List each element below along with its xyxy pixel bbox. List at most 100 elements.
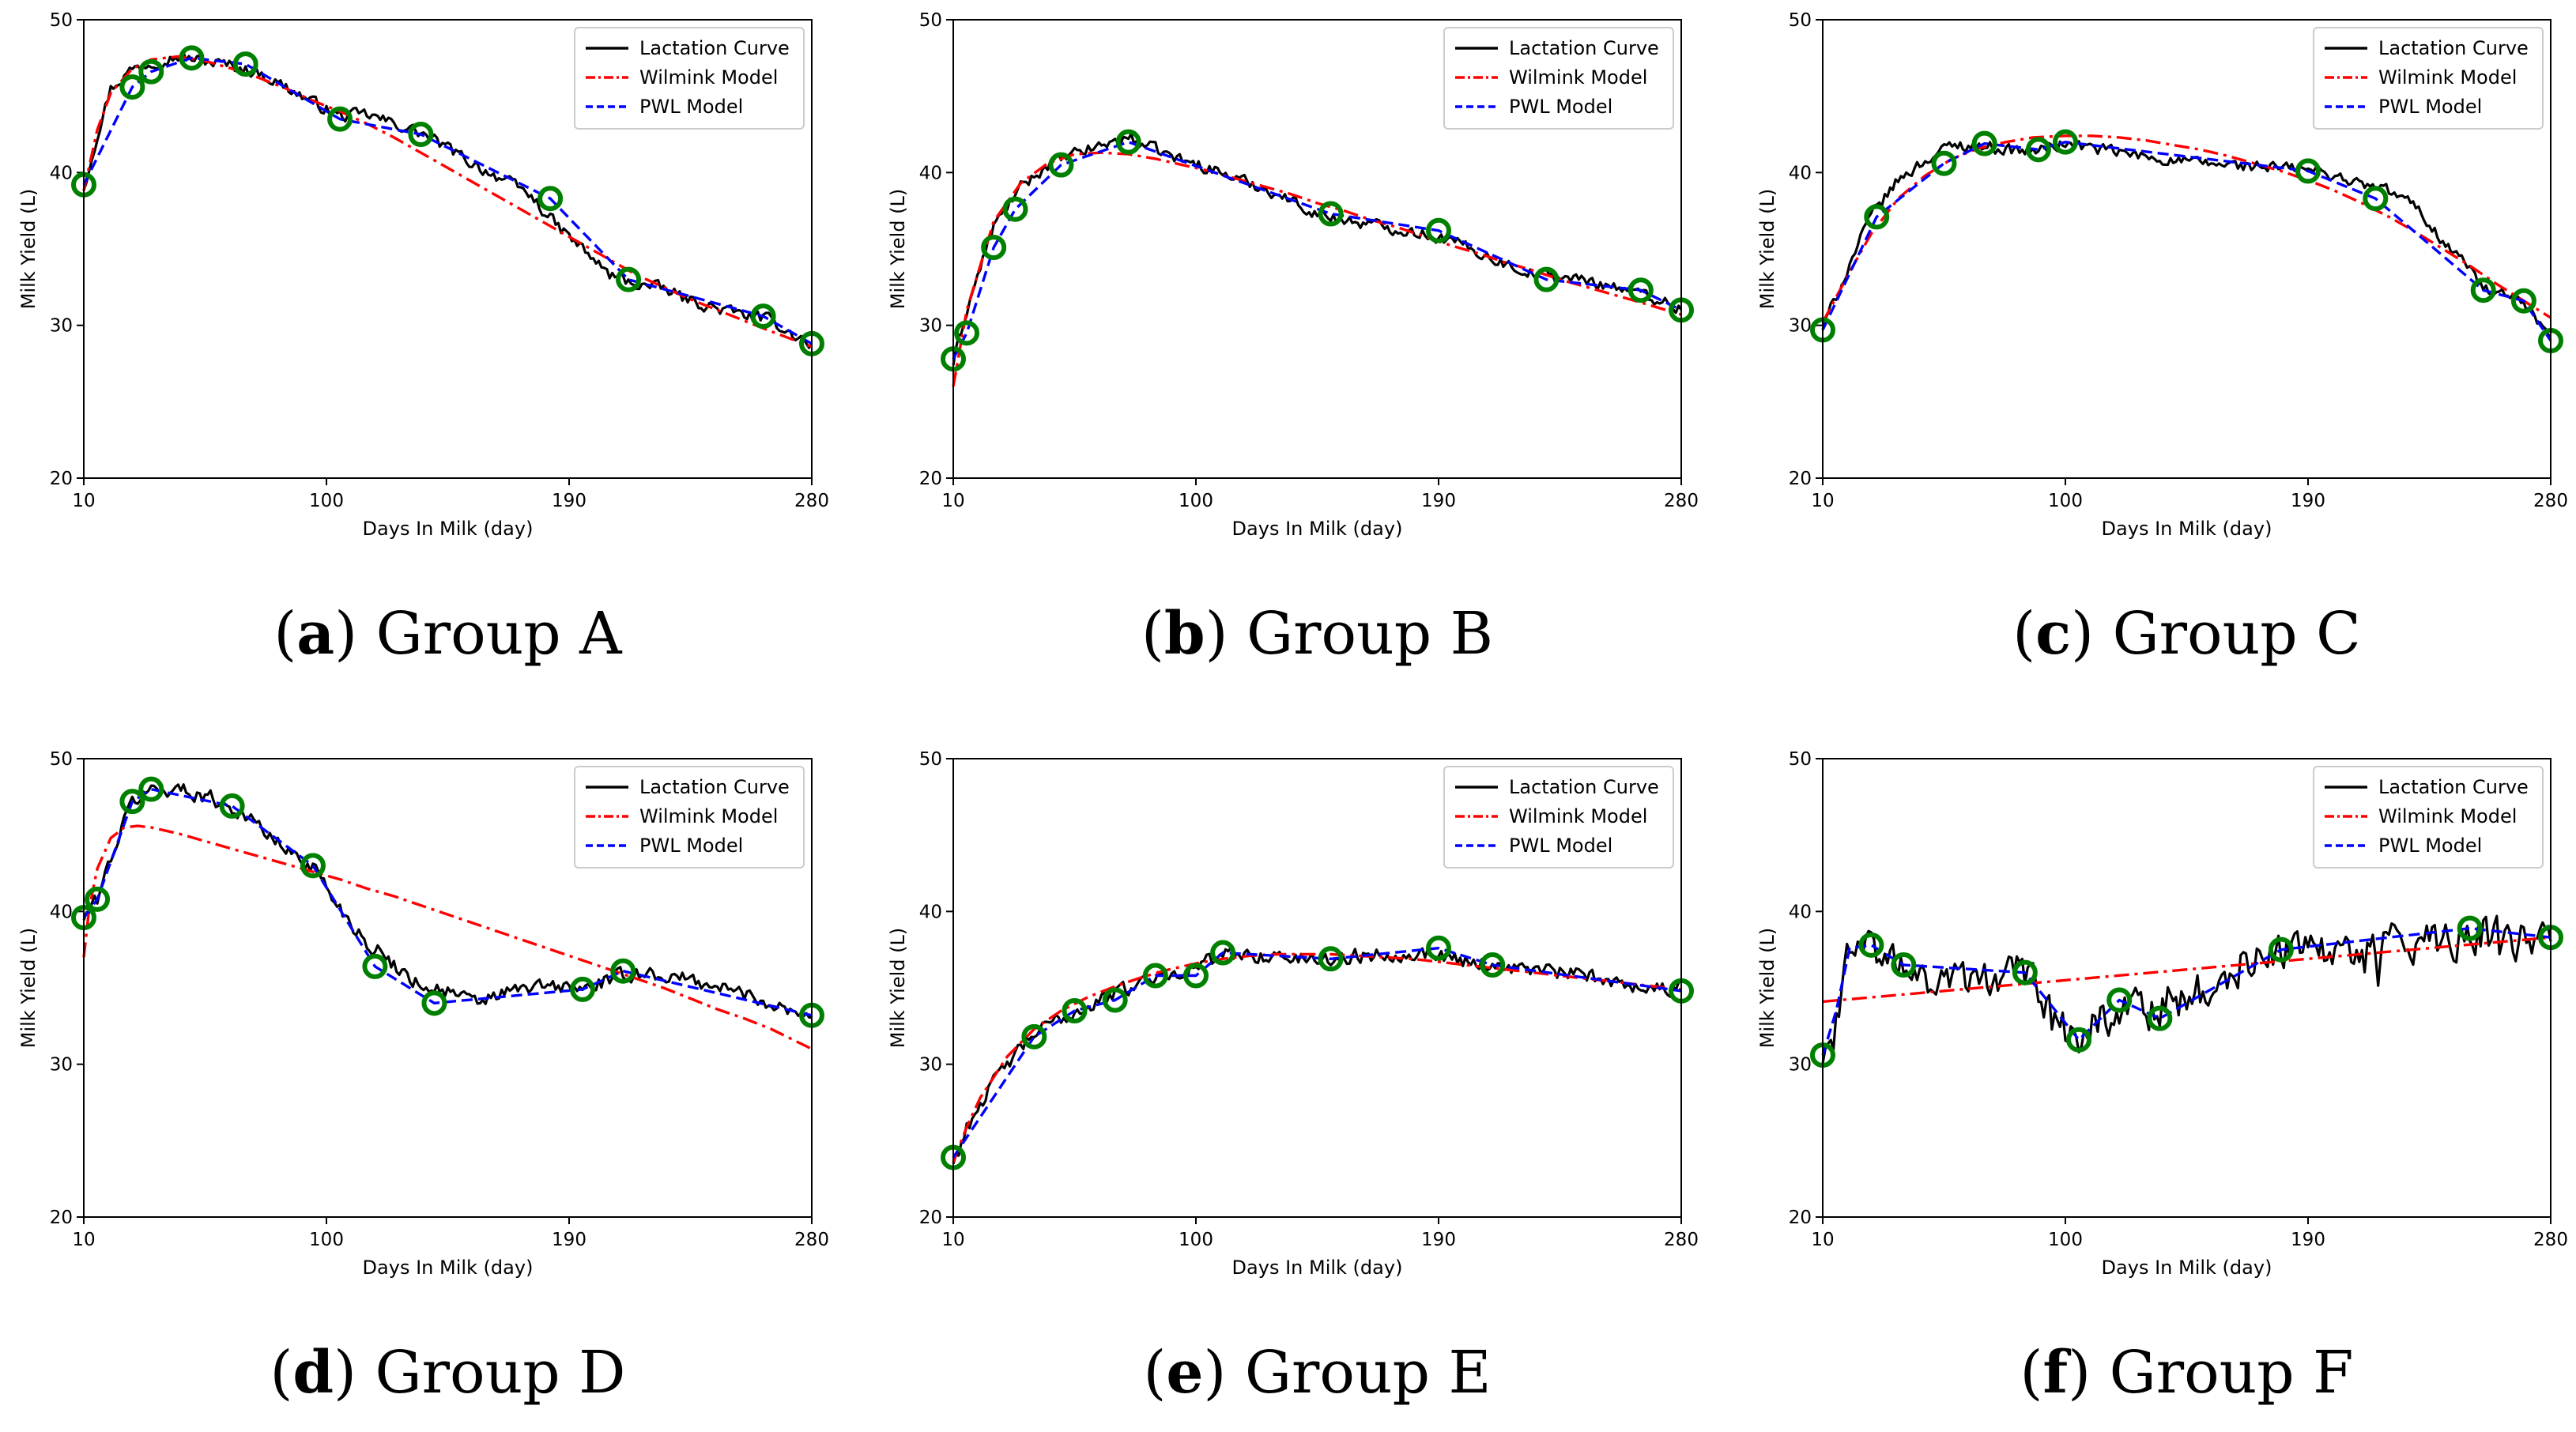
x-tick-label: 190 [1421, 1230, 1456, 1250]
breakpoint-marker [327, 106, 353, 132]
breakpoint-marker [85, 886, 111, 912]
y-tick-label: 20 [919, 469, 942, 489]
x-axis-label: Days In Milk (day) [363, 1257, 534, 1279]
breakpoint-marker [2053, 129, 2078, 155]
y-tick-label: 40 [50, 902, 73, 922]
x-axis-label: Days In Milk (day) [1232, 518, 1403, 540]
y-tick-label: 40 [1789, 163, 1812, 183]
legend-entry: Lactation Curve [1509, 776, 1659, 798]
x-tick-label: 100 [2048, 491, 2083, 511]
caption-letter: d [292, 1339, 334, 1407]
x-tick-label: 10 [1811, 1230, 1834, 1250]
y-tick-label: 20 [919, 1208, 942, 1228]
axes-frame [83, 758, 813, 1218]
breakpoint-marker [232, 51, 258, 77]
caption-text: Group C [2112, 600, 2361, 668]
x-axis-label: Days In Milk (day) [363, 518, 534, 540]
chart-panel-b: 20 30 40 50 10 100 190 280 Days In Milk (day) Mil… [887, 10, 1699, 540]
series-lactation-curve [82, 51, 813, 349]
y-tick-label: 30 [50, 316, 73, 337]
y-tick-label: 50 [1789, 10, 1812, 31]
caption-text: Group B [1247, 600, 1493, 668]
breakpoint-marker [1102, 987, 1128, 1013]
panel-caption: (a) Group A [273, 600, 622, 668]
y-tick-label: 30 [1789, 1055, 1812, 1076]
breakpoint-marker [2363, 186, 2389, 212]
x-tick-label: 190 [1421, 491, 1456, 511]
legend-entry: PWL Model [1509, 96, 1612, 118]
x-tick-label: 10 [72, 491, 95, 511]
legend: Lactation Curve Wilmink Model PWL Model [2313, 27, 2544, 130]
breakpoint-marker [2510, 288, 2536, 314]
caption-text: Group E [1244, 1339, 1492, 1407]
breakpoint-marker [616, 266, 642, 292]
legend-entry: PWL Model [2378, 835, 2482, 857]
caption-letter: c [2035, 600, 2072, 668]
legend: Lactation Curve Wilmink Model PWL Model [574, 766, 805, 869]
breakpoint-marker [2066, 1027, 2092, 1053]
chart-panel-e: 20 30 40 50 10 100 190 280 Days In Milk (day) Mil… [887, 749, 1699, 1279]
x-tick-label: 100 [1179, 491, 1213, 511]
series-pwl-model [82, 788, 813, 1017]
breakpoint-marker [421, 990, 447, 1016]
y-tick-label: 20 [50, 1208, 73, 1228]
breakpoint-marker [2295, 158, 2321, 184]
x-axis-label: Days In Milk (day) [1232, 1257, 1403, 1279]
y-tick-label: 30 [919, 316, 942, 337]
series-lactation-curve [952, 133, 1683, 366]
breakpoint-marker [119, 74, 145, 100]
series-wilmink-model [952, 952, 1682, 1163]
y-axis-label: Milk Yield (L) [1756, 189, 1778, 309]
chart-panel-a: 20 30 40 50 10 100 190 280 Days In Milk (day) Mil… [17, 10, 829, 540]
breakpoint-marker [750, 303, 776, 330]
caption-letter: a [296, 600, 335, 668]
breakpoint-marker [1318, 201, 1344, 227]
axes-frame [1822, 758, 2551, 1218]
series-lactation-curve [1821, 140, 2551, 337]
y-tick-label: 20 [1789, 469, 1812, 489]
y-tick-label: 30 [919, 1055, 942, 1076]
y-tick-label: 40 [50, 163, 73, 183]
breakpoint-marker [408, 122, 434, 147]
y-axis-label: Milk Yield (L) [887, 928, 909, 1048]
breakpoint-marker [1115, 129, 1141, 155]
x-tick-label: 10 [941, 1230, 964, 1250]
breakpoint-marker [1021, 1023, 1047, 1050]
breakpoint-marker [300, 853, 326, 879]
breakpoint-marker [1891, 952, 1917, 978]
x-tick-label: 280 [2533, 491, 2568, 511]
series-lactation-curve [82, 783, 813, 1019]
y-tick-label: 30 [1789, 316, 1812, 337]
legend-entry: Wilmink Model [1509, 66, 1647, 89]
axes-frame [952, 758, 1682, 1218]
legend-entry: PWL Model [2378, 96, 2482, 118]
legend-entry: Lactation Curve [639, 776, 790, 798]
legend-entry: PWL Model [639, 835, 743, 857]
x-tick-label: 10 [1811, 491, 1834, 511]
breakpoint-marker [1480, 952, 1506, 978]
series-lactation-curve [1821, 914, 2552, 1064]
breakpoint-marker [981, 235, 1007, 261]
breakpoint-marker [119, 789, 145, 815]
caption-text: Group A [375, 600, 622, 668]
breakpoint-marker [2457, 915, 2483, 941]
legend-entry: Wilmink Model [1509, 805, 1647, 827]
y-tick-label: 50 [919, 10, 942, 31]
x-axis-label: Days In Milk (day) [2102, 518, 2272, 540]
breakpoint-marker [1183, 963, 1209, 989]
legend: Lactation Curve Wilmink Model PWL Model [1443, 766, 1674, 869]
x-tick-label: 280 [1664, 1230, 1699, 1250]
caption-letter: f [2042, 1339, 2069, 1407]
breakpoint-marker [537, 186, 564, 212]
legend-entry: Lactation Curve [1509, 37, 1659, 59]
breakpoint-marker [138, 776, 164, 802]
x-axis-label: Days In Milk (day) [2102, 1257, 2272, 1279]
y-tick-label: 40 [919, 902, 942, 922]
legend-entry: Wilmink Model [639, 66, 778, 89]
chart-panel-f: 20 30 40 50 10 100 190 280 Days In Milk (day) Mil… [1756, 749, 2568, 1279]
panel-caption: (f) Group F [2020, 1339, 2354, 1407]
legend: Lactation Curve Wilmink Model PWL Model [574, 27, 805, 130]
breakpoint-marker [1864, 204, 1890, 230]
legend: Lactation Curve Wilmink Model PWL Model [2313, 766, 2544, 869]
series-pwl-model [952, 947, 1682, 1159]
